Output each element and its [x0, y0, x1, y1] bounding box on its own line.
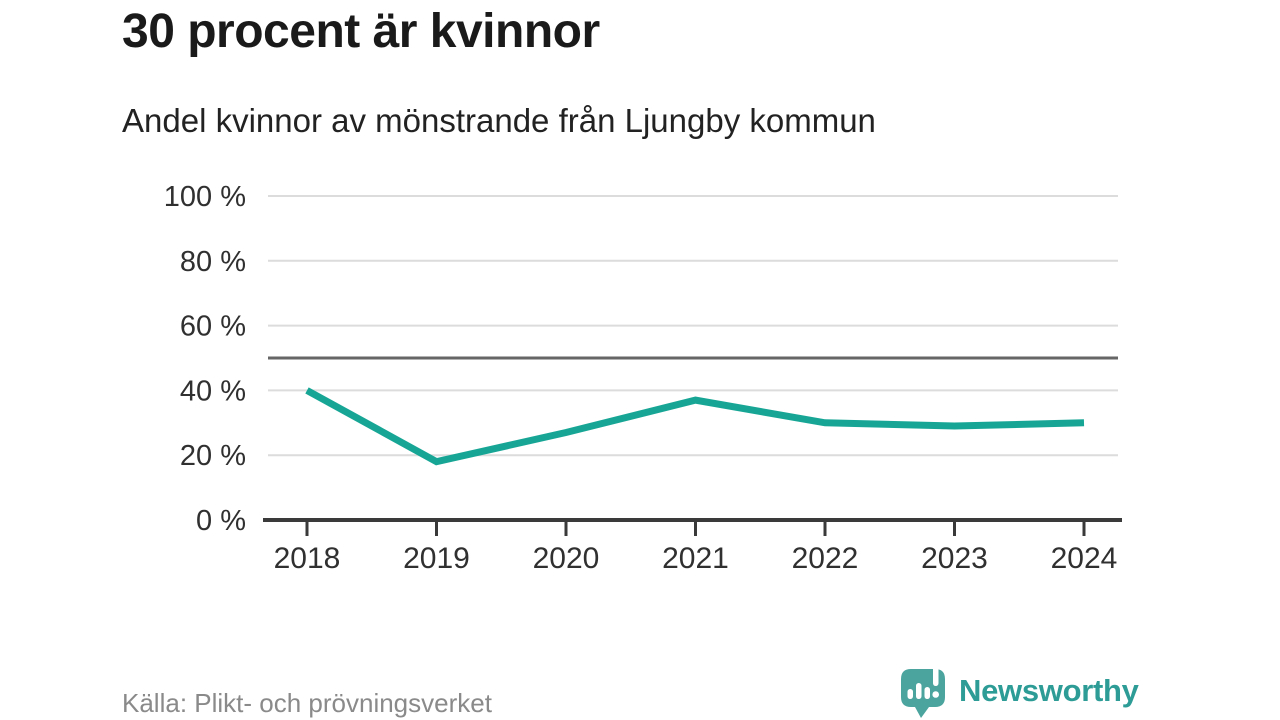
newsworthy-logo: Newsworthy: [897, 663, 1139, 719]
x-tick-label: 2019: [403, 542, 470, 575]
newsworthy-logo-text: Newsworthy: [959, 673, 1139, 708]
y-tick-label: 100 %: [164, 181, 246, 213]
logo-bar-short: [907, 689, 913, 699]
logo-exclamation-dot: [932, 691, 939, 698]
logo-exclamation-stem: [933, 663, 939, 686]
x-tick-label: 2018: [274, 542, 341, 575]
chart-subtitle: Andel kvinnor av mönstrande från Ljungby…: [122, 102, 876, 139]
x-tick-label: 2023: [921, 542, 988, 575]
y-tick-label: 60 %: [180, 311, 246, 343]
y-tick-label: 20 %: [180, 440, 246, 472]
chart-title: 30 procent är kvinnor: [122, 5, 600, 58]
y-tick-label: 0 %: [196, 505, 246, 537]
x-tick-label: 2020: [533, 542, 600, 575]
source-note: Källa: Plikt- och prövningsverket: [122, 688, 492, 718]
x-tick-label: 2024: [1051, 542, 1118, 575]
y-tick-label: 80 %: [180, 246, 246, 278]
newsworthy-logo-icon: [901, 663, 945, 718]
x-tick-label: 2021: [662, 542, 729, 575]
logo-bar-medium: [924, 687, 930, 699]
x-tick-label: 2022: [792, 542, 859, 575]
logo-bar-tall: [916, 683, 922, 699]
data-line: [305, 387, 1085, 466]
y-tick-label: 40 %: [180, 375, 246, 407]
line-chart: 0 % 20 % 40 % 60 % 80 % 100 % 2018 2019 2020 2021…: [164, 181, 1122, 575]
